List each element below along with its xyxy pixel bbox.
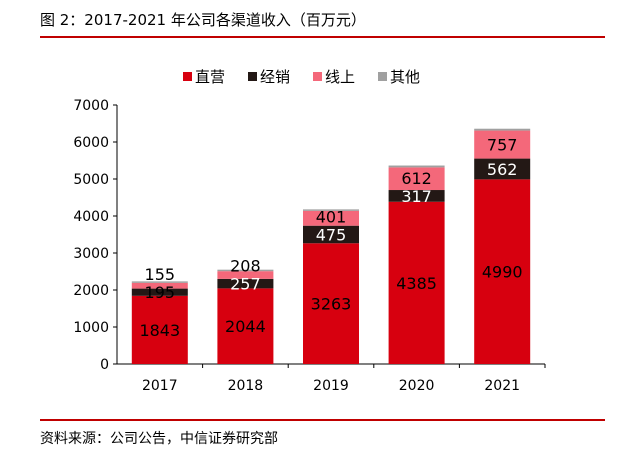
y-tick-label: 2000 — [73, 283, 109, 299]
legend-label: 经销 — [260, 68, 290, 86]
bar-segment-直营 — [217, 288, 274, 364]
bar-segment-其他 — [474, 128, 531, 131]
bar-segment-其他 — [217, 269, 274, 272]
data-label: 155 — [145, 265, 176, 284]
top-divider — [40, 36, 605, 38]
data-label: 2044 — [225, 317, 266, 336]
legend-swatch — [313, 72, 322, 81]
x-tick-label: 2019 — [313, 378, 349, 394]
bar-segment-直营 — [303, 243, 359, 364]
x-tick-label: 2021 — [484, 378, 520, 394]
data-label: 757 — [487, 136, 518, 155]
data-label: 4990 — [482, 263, 523, 282]
data-label: 612 — [401, 169, 432, 188]
data-label: 475 — [316, 225, 347, 244]
data-label: 195 — [145, 283, 176, 302]
data-label: 317 — [401, 187, 432, 206]
bar-segment-线上 — [474, 130, 531, 159]
bar-segment-经销 — [131, 288, 188, 296]
bar-segment-直营 — [474, 179, 531, 364]
x-tick-label: 2020 — [399, 378, 435, 394]
bar-segment-直营 — [388, 201, 445, 364]
data-label: 401 — [316, 207, 347, 226]
x-tick-label: 2018 — [228, 378, 264, 394]
bottom-divider — [40, 419, 605, 421]
legend-swatch — [183, 72, 192, 81]
bar-segment-线上 — [388, 167, 445, 191]
legend-swatch — [378, 72, 387, 81]
y-tick-label: 7000 — [73, 98, 109, 114]
source-note: 资料来源：公司公告，中信证券研究部 — [40, 431, 278, 447]
bar-segment-经销 — [303, 225, 359, 244]
data-label: 562 — [487, 160, 518, 179]
y-tick-label: 4000 — [73, 209, 109, 225]
bar-segment-线上 — [303, 210, 359, 226]
x-tick-label: 2017 — [142, 378, 178, 394]
data-label: 208 — [230, 257, 261, 276]
bar-segment-经销 — [388, 190, 445, 202]
bar-segment-其他 — [131, 281, 188, 283]
bar-segment-线上 — [217, 271, 274, 279]
bar-segment-经销 — [474, 158, 531, 180]
data-label: 3263 — [311, 295, 352, 314]
y-tick-label: 5000 — [73, 172, 109, 188]
bar-segment-其他 — [303, 209, 359, 211]
data-label: 1843 — [139, 321, 180, 340]
legend-label: 直营 — [195, 68, 225, 86]
data-label: 257 — [230, 275, 261, 294]
stacked-bar-chart: 0 1000 2000 3000 4000 5000 6000 7000 2017 2018 201… — [73, 68, 546, 394]
bar-segment-其他 — [388, 165, 445, 168]
y-tick-label: 3000 — [73, 246, 109, 262]
y-tick-label: 6000 — [73, 135, 109, 151]
legend-swatch — [248, 72, 257, 81]
legend-label: 线上 — [325, 68, 355, 86]
legend-label: 其他 — [390, 68, 420, 86]
chart-title: 图 2：2017-2021 年公司各渠道收入（百万元） — [40, 11, 366, 29]
y-tick-label: 0 — [100, 357, 109, 373]
bar-segment-线上 — [131, 282, 188, 289]
bar-segment-直营 — [131, 295, 188, 364]
bar-segment-经销 — [217, 278, 274, 289]
data-label: 4385 — [396, 274, 437, 293]
y-tick-label: 1000 — [73, 320, 109, 336]
